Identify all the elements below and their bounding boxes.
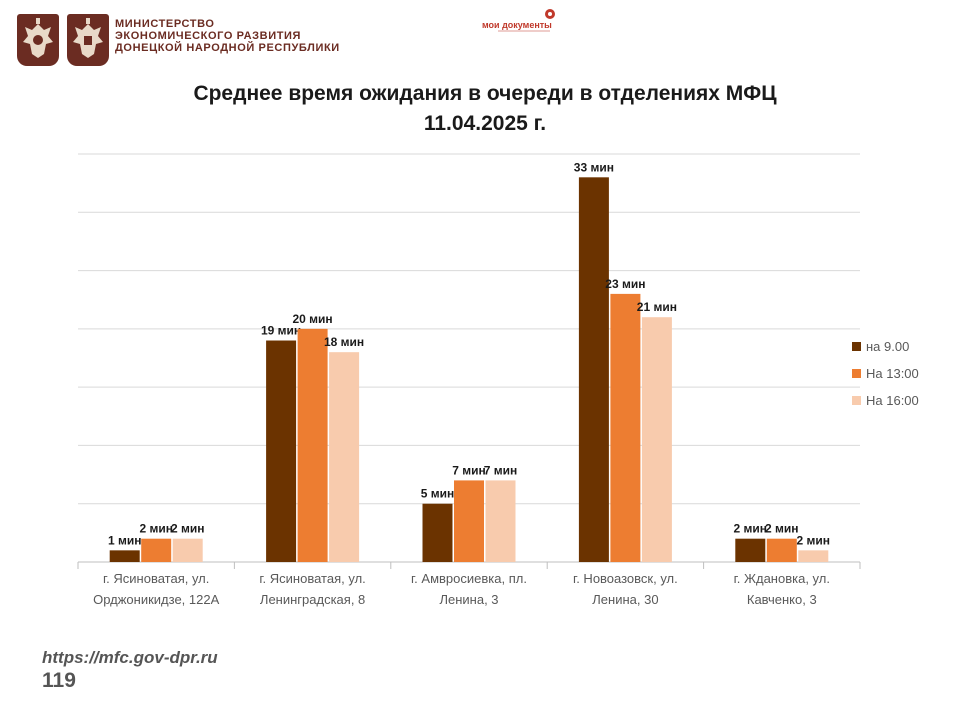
legend-swatch: [852, 342, 861, 351]
category-label: Кавченко, 3: [747, 592, 817, 607]
bar: [297, 328, 328, 562]
legend-swatch: [852, 369, 861, 378]
legend-swatch: [852, 396, 861, 405]
logo-text: мои документы: [482, 20, 552, 30]
bar: [641, 317, 672, 562]
category-label: г. Ясиноватая, ул.: [103, 571, 209, 586]
coat-of-arms-icon: [67, 14, 109, 66]
category-label: г. Новоазовск, ул.: [573, 571, 678, 586]
data-label: 20 мин: [293, 312, 333, 326]
bar: [766, 538, 797, 562]
chart-date: 11.04.2025 г.: [423, 112, 547, 135]
data-label: 23 мин: [605, 277, 645, 291]
bar: [610, 293, 641, 562]
data-label: 2 мин: [797, 533, 831, 547]
data-label: 2 мин: [139, 522, 173, 536]
category-label: Ленина, 30: [592, 592, 658, 607]
coat-of-arms-icon: [17, 14, 59, 66]
bar: [798, 550, 829, 562]
ministry-line: ДОНЕЦКОЙ НАРОДНОЙ РЕСПУБЛИКИ: [115, 42, 340, 54]
data-label: 1 мин: [108, 533, 142, 547]
moi-dokumenty-logo: мои документы: [482, 9, 555, 32]
bar: [454, 480, 484, 562]
data-label: 2 мин: [765, 522, 799, 536]
data-label: 21 мин: [637, 300, 677, 314]
chart-title: Среднее время ожидания в очереди в отдел…: [193, 82, 777, 105]
data-label: 18 мин: [324, 335, 364, 349]
data-label: 2 мин: [734, 522, 768, 536]
bar: [172, 538, 203, 562]
legend-label: на 9.00: [866, 339, 909, 354]
bar: [422, 503, 453, 562]
bar: [485, 480, 516, 562]
data-label: 2 мин: [171, 522, 205, 536]
ministry-line: МИНИСТЕРСТВО: [115, 18, 215, 30]
data-label: 5 мин: [421, 487, 455, 501]
legend-label: На 16:00: [866, 393, 919, 408]
footer-url[interactable]: https://mfc.gov-dpr.ru: [42, 648, 218, 667]
category-label: Ленина, 3: [439, 592, 498, 607]
legend-label: На 13:00: [866, 366, 919, 381]
data-label: 19 мин: [261, 324, 301, 338]
data-label: 7 мин: [452, 463, 486, 477]
category-label: Орджоникидзе, 122А: [93, 592, 219, 607]
category-label: г. Амвросиевка, пл.: [411, 571, 527, 586]
ministry-line: ЭКОНОМИЧЕСКОГО РАЗВИТИЯ: [115, 30, 302, 42]
category-label: г. Ждановка, ул.: [734, 571, 830, 586]
ministry-name: МИНИСТЕРСТВО ЭКОНОМИЧЕСКОГО РАЗВИТИЯ ДОН…: [115, 18, 340, 54]
bar: [109, 550, 140, 562]
page-number: 119: [42, 669, 76, 692]
bar: [329, 352, 360, 562]
bar: [266, 340, 297, 562]
category-label: Ленинградская, 8: [260, 592, 365, 607]
bar: [141, 538, 172, 562]
bar: [735, 538, 766, 562]
header: МИНИСТЕРСТВО ЭКОНОМИЧЕСКОГО РАЗВИТИЯ ДОН…: [0, 0, 960, 80]
data-label: 33 мин: [574, 160, 614, 174]
category-label: г. Ясиноватая, ул.: [259, 571, 365, 586]
bar: [578, 177, 609, 563]
data-label: 7 мин: [484, 463, 518, 477]
